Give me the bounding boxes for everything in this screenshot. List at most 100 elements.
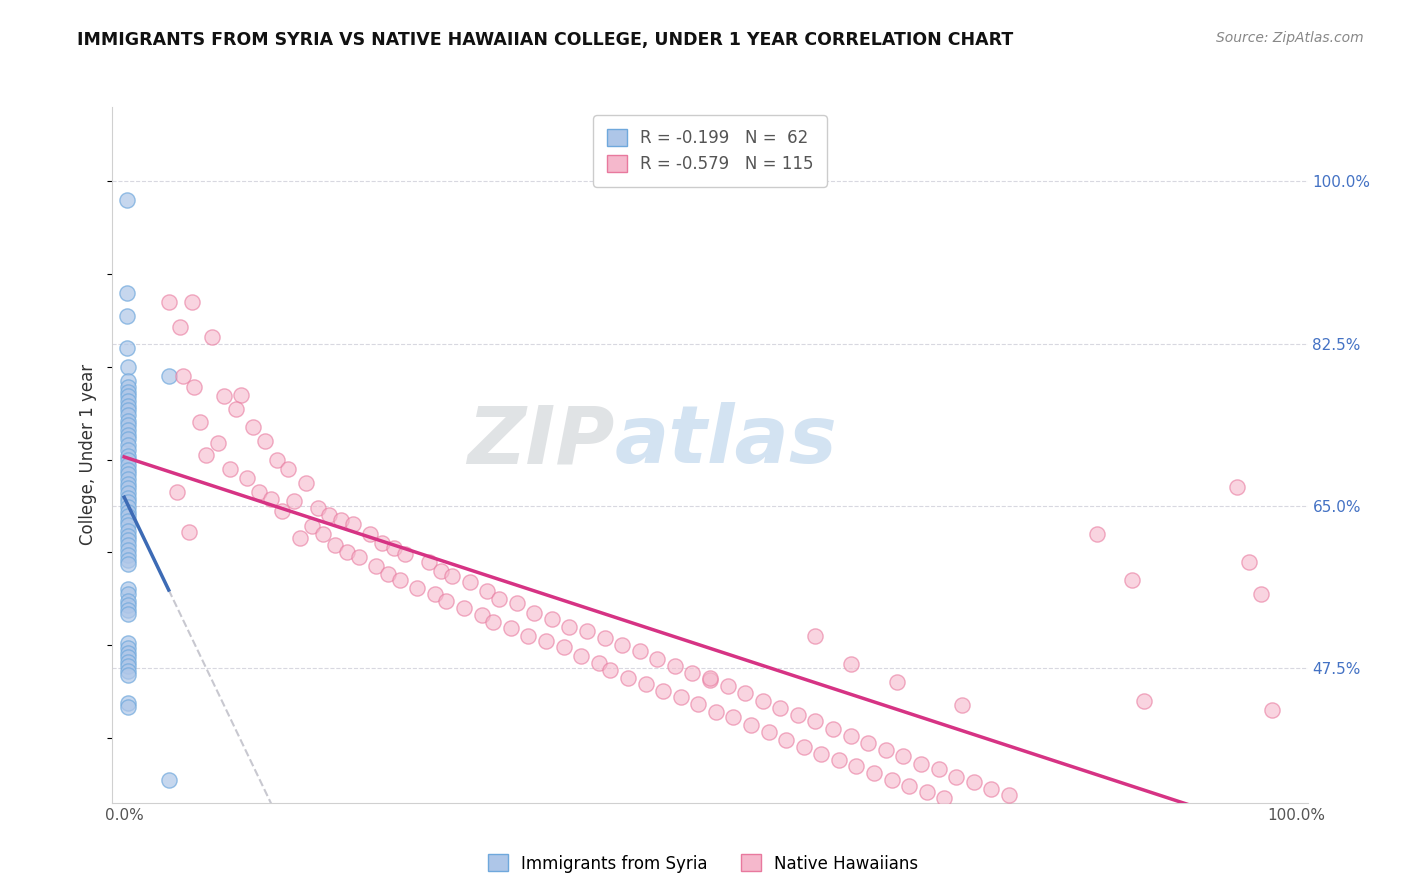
- Point: [117, 598, 139, 612]
- Point: [980, 781, 1002, 796]
- Point: [117, 528, 139, 542]
- Point: [740, 718, 762, 732]
- Point: [858, 736, 880, 750]
- Point: [787, 707, 810, 722]
- Point: [117, 418, 139, 433]
- Point: [880, 772, 903, 787]
- Point: [634, 677, 657, 691]
- Point: [998, 789, 1021, 803]
- Point: [277, 462, 299, 476]
- Point: [886, 675, 908, 690]
- Point: [950, 698, 973, 713]
- Point: [593, 631, 616, 645]
- Point: [247, 485, 270, 500]
- Point: [839, 657, 862, 671]
- Point: [117, 463, 139, 477]
- Point: [945, 770, 967, 784]
- Point: [810, 747, 832, 761]
- Point: [628, 643, 651, 657]
- Point: [323, 538, 346, 552]
- Point: [117, 476, 139, 491]
- Point: [347, 549, 370, 564]
- Point: [117, 427, 139, 442]
- Point: [117, 408, 139, 422]
- Point: [117, 514, 139, 528]
- Point: [115, 193, 138, 207]
- Point: [117, 438, 139, 452]
- Point: [117, 548, 139, 562]
- Point: [1250, 587, 1272, 601]
- Point: [436, 593, 458, 607]
- Point: [117, 394, 139, 409]
- Point: [117, 403, 139, 417]
- Point: [177, 524, 200, 539]
- Point: [775, 732, 797, 747]
- Y-axis label: College, Under 1 year: College, Under 1 year: [79, 364, 97, 546]
- Point: [117, 587, 139, 601]
- Point: [117, 603, 139, 617]
- Point: [336, 545, 359, 559]
- Point: [699, 673, 721, 688]
- Point: [1085, 526, 1108, 541]
- Point: [752, 694, 775, 708]
- Point: [934, 791, 956, 805]
- Point: [212, 389, 235, 403]
- Point: [1237, 555, 1260, 569]
- Point: [558, 619, 581, 633]
- Point: [117, 607, 139, 622]
- Point: [117, 384, 139, 399]
- Point: [253, 434, 276, 448]
- Point: [458, 574, 481, 589]
- Text: IMMIGRANTS FROM SYRIA VS NATIVE HAWAIIAN COLLEGE, UNDER 1 YEAR CORRELATION CHART: IMMIGRANTS FROM SYRIA VS NATIVE HAWAIIAN…: [77, 31, 1014, 49]
- Point: [207, 435, 229, 450]
- Point: [117, 449, 139, 463]
- Point: [301, 519, 323, 533]
- Point: [915, 785, 938, 799]
- Point: [617, 671, 640, 685]
- Point: [117, 504, 139, 518]
- Point: [682, 665, 704, 680]
- Point: [218, 462, 240, 476]
- Point: [288, 532, 311, 546]
- Point: [576, 624, 599, 639]
- Point: [236, 471, 259, 485]
- Point: [117, 582, 139, 597]
- Point: [734, 686, 756, 700]
- Point: [117, 443, 139, 458]
- Point: [172, 369, 194, 384]
- Point: [534, 634, 557, 648]
- Point: [470, 608, 494, 623]
- Point: [117, 389, 139, 403]
- Point: [423, 587, 446, 601]
- Point: [157, 772, 180, 787]
- Point: [117, 538, 139, 552]
- Point: [117, 495, 139, 509]
- Point: [652, 684, 675, 698]
- Text: ZIP: ZIP: [467, 402, 614, 480]
- Point: [117, 481, 139, 495]
- Point: [117, 553, 139, 567]
- Point: [115, 285, 138, 300]
- Point: [117, 558, 139, 572]
- Point: [117, 399, 139, 413]
- Point: [181, 294, 204, 309]
- Point: [429, 564, 451, 578]
- Point: [553, 640, 575, 654]
- Point: [117, 659, 139, 673]
- Point: [669, 690, 692, 704]
- Point: [388, 573, 411, 587]
- Point: [117, 453, 139, 467]
- Point: [910, 756, 932, 771]
- Point: [845, 758, 868, 772]
- Point: [201, 330, 224, 344]
- Point: [117, 664, 139, 678]
- Point: [117, 491, 139, 505]
- Point: [688, 698, 710, 712]
- Point: [225, 401, 247, 416]
- Point: [117, 458, 139, 472]
- Point: [569, 649, 592, 664]
- Legend: Immigrants from Syria, Native Hawaiians: Immigrants from Syria, Native Hawaiians: [481, 847, 925, 880]
- Point: [157, 369, 180, 384]
- Point: [183, 380, 205, 394]
- Point: [117, 486, 139, 500]
